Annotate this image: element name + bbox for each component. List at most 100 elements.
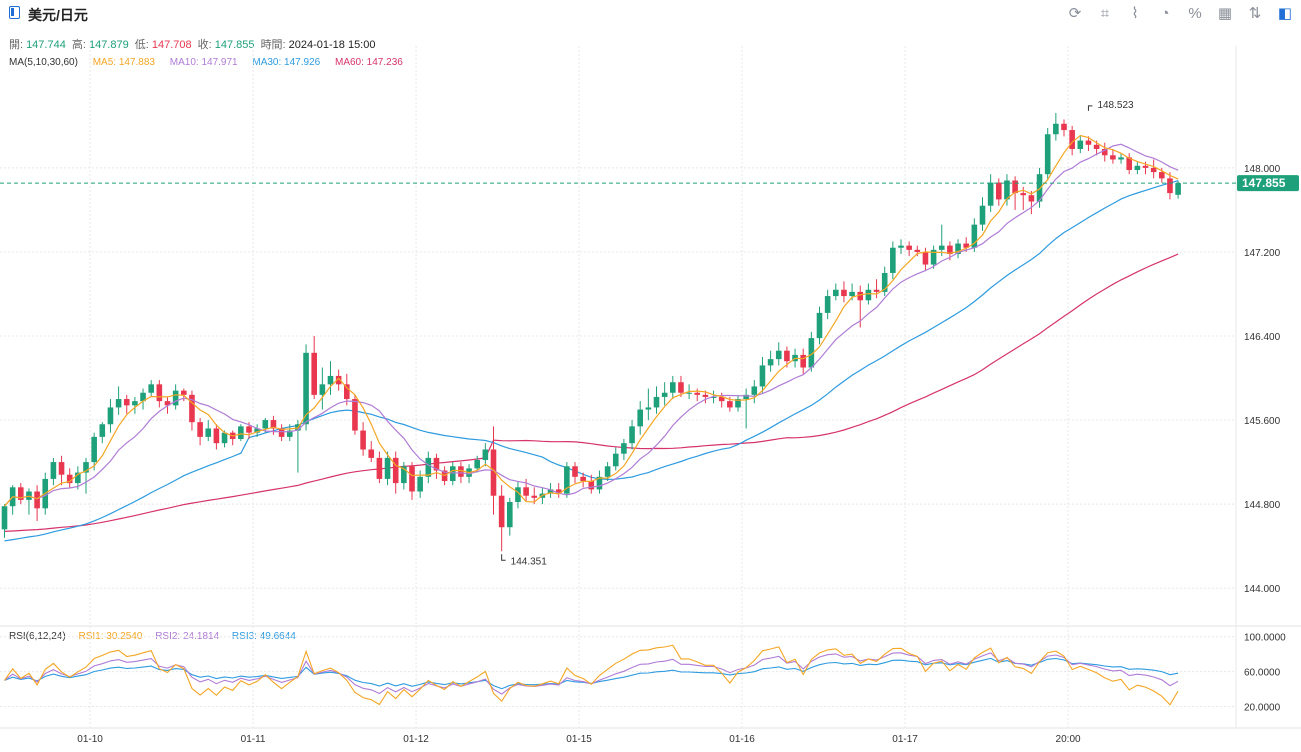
chart-header: 美元/日元 ⟳ ⌗ ⌇ ◔ % ▦ ⇅ ◧ <box>0 0 1301 30</box>
candle-body <box>482 449 489 460</box>
candle-body <box>1101 148 1108 156</box>
percent-icon[interactable]: % <box>1188 5 1202 22</box>
chart-style-icon[interactable]: ⌇ <box>1131 5 1139 22</box>
candle-body <box>1118 157 1124 160</box>
candle-body <box>335 375 342 385</box>
candle-body <box>547 489 554 494</box>
candle-body <box>580 476 586 481</box>
rsi-legend-title: RSI(6,12,24) <box>9 631 66 642</box>
candle-body <box>604 466 611 477</box>
candle-body <box>172 390 179 406</box>
rsi-legend: RSI(6,12,24) RSI1: 30.2540 RSI2: 24.1814… <box>9 631 306 642</box>
max-marker-arrow <box>1087 105 1093 111</box>
rsi1-line <box>4 644 1179 706</box>
candle-body <box>42 478 49 509</box>
candle-body <box>278 428 285 437</box>
candle-body <box>9 487 16 507</box>
candle-body <box>800 354 806 368</box>
candle-body <box>34 491 40 509</box>
candle-body <box>344 384 350 400</box>
candle-body <box>816 312 823 339</box>
candle-body <box>360 430 366 450</box>
y-tick-label: 147.200 <box>1244 248 1281 259</box>
x-tick-label: 01-15 <box>566 734 592 745</box>
high-label: 高: <box>71 39 86 51</box>
candle-body <box>99 424 106 437</box>
y-tick-label: 145.600 <box>1244 416 1281 427</box>
candle-body <box>539 493 546 498</box>
candle-body <box>987 182 994 206</box>
low-value: 147.708 <box>151 39 192 51</box>
compare-icon[interactable]: ⇅ <box>1248 5 1262 22</box>
candle-body <box>645 407 652 410</box>
candle-body <box>75 472 81 484</box>
candle-body <box>1069 130 1075 149</box>
candle-body <box>890 247 896 273</box>
y-tick-label: 144.000 <box>1244 584 1281 595</box>
candle-body <box>490 449 497 496</box>
candle-body <box>1020 193 1027 196</box>
candle-body <box>66 474 73 484</box>
candle-body <box>938 245 945 250</box>
candle-body <box>653 396 660 408</box>
ma-legend: MA(5,10,30,60) MA5: 147.883 MA10: 147.97… <box>9 57 415 68</box>
candle-body <box>441 470 448 481</box>
candle-body <box>213 428 220 444</box>
candle-body <box>1142 165 1149 168</box>
candle-body <box>824 296 831 313</box>
candle-body <box>775 350 782 360</box>
candle-body <box>466 468 472 477</box>
candle-body <box>621 443 627 454</box>
candle-body <box>368 449 375 458</box>
candle-body <box>221 432 228 444</box>
candle-body <box>262 420 269 429</box>
rsi-tick-label: 100.0000 <box>1244 633 1286 644</box>
candle-body <box>1093 144 1100 149</box>
draw-icon[interactable]: ⌗ <box>1100 5 1110 22</box>
grid-icon[interactable]: ▦ <box>1217 5 1233 22</box>
candle-body <box>1126 157 1132 170</box>
candle-body <box>1110 155 1116 160</box>
rsi3-legend: RSI3: 49.6644 <box>231 631 296 642</box>
candle-body <box>58 462 65 475</box>
candle-body <box>270 420 277 429</box>
ma-legend-title: MA(5,10,30,60) <box>9 57 78 68</box>
rsi1-legend: RSI1: 30.2540 <box>78 631 143 642</box>
refresh-icon[interactable]: ⟳ <box>1068 5 1082 22</box>
candle-body <box>1004 180 1010 200</box>
candle-body <box>979 205 986 225</box>
candle-body <box>507 502 513 528</box>
ma60-legend: MA60: 147.236 <box>334 57 403 68</box>
x-tick-label: 01-10 <box>77 734 103 745</box>
candle-body <box>1036 174 1043 202</box>
candle-body <box>474 459 480 469</box>
candle-body <box>1159 172 1165 179</box>
candle-body <box>148 384 154 393</box>
candle-body <box>906 245 912 250</box>
min-marker-arrow <box>501 554 506 561</box>
candle-body <box>352 399 358 431</box>
candle-body <box>670 382 676 393</box>
candle-body <box>18 487 24 500</box>
candle-body <box>295 424 301 431</box>
candle-body <box>637 409 643 427</box>
sidebar-icon[interactable]: ◧ <box>1277 5 1293 22</box>
candle-body <box>564 466 570 494</box>
candle-body <box>792 354 798 362</box>
ma30-legend: MA30: 147.926 <box>252 57 321 68</box>
candle-body <box>515 487 521 503</box>
open-label: 開: <box>9 39 24 51</box>
pie-icon[interactable]: ◔ <box>1160 5 1170 22</box>
x-tick-label: 01-11 <box>241 734 266 745</box>
ma60-line <box>4 253 1179 532</box>
candle-body <box>1085 140 1092 145</box>
candle-body <box>1044 134 1051 175</box>
x-tick-label: 01-12 <box>403 734 429 745</box>
candle-body <box>205 428 212 437</box>
candle-body <box>808 338 815 368</box>
candle-body <box>286 430 293 437</box>
y-tick-label: 144.800 <box>1244 500 1281 511</box>
last-price-tag <box>1237 175 1299 192</box>
ohlc-readout: 開: 147.744 高: 147.879 低: 147.708 收: 147.855 … <box>9 36 378 52</box>
candle-body <box>996 182 1002 200</box>
